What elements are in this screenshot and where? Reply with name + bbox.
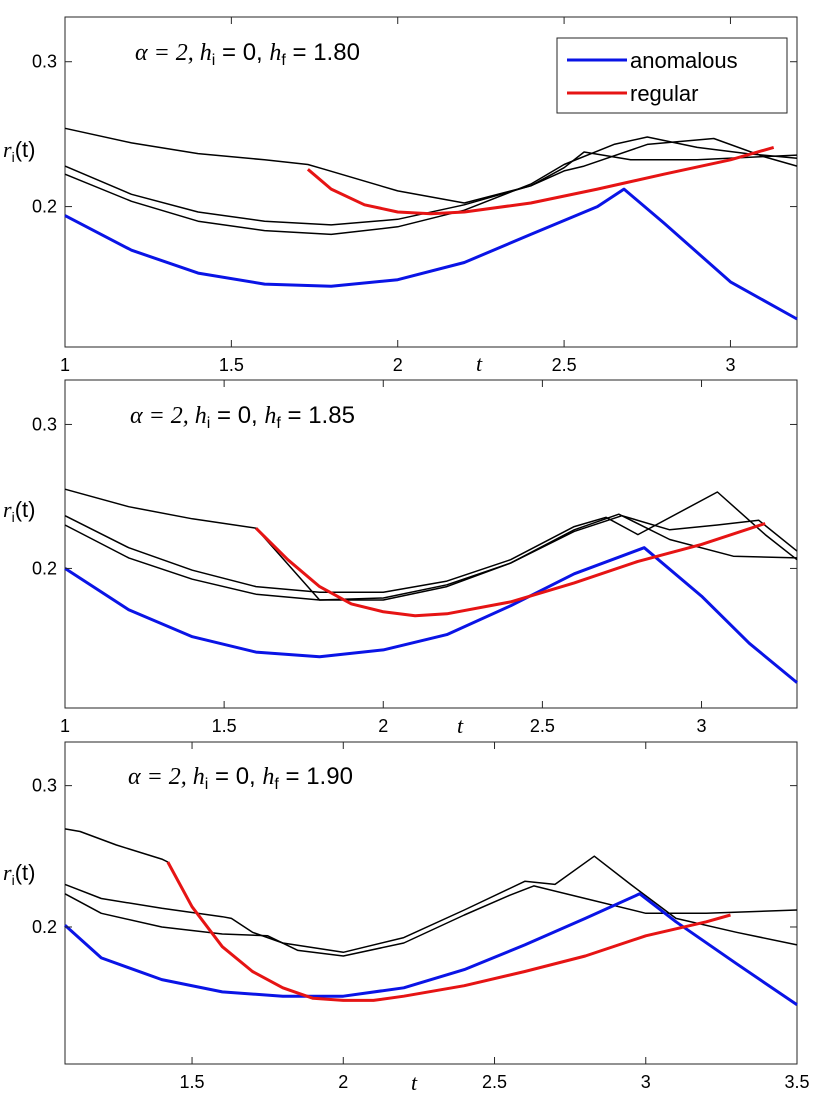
panel-2-series [64, 488, 798, 684]
panel-2-xtick-label: 2 [378, 716, 388, 736]
panel-1-title: α = 2, hi = 0, hf = 1.80 [135, 39, 360, 69]
panel-3-xtick-label: 3.5 [784, 1072, 809, 1092]
panel-1-ylabel: ri(t) [3, 137, 35, 165]
panel-2-plot-area [64, 379, 798, 709]
panel-2-line-anomalous [64, 546, 798, 684]
panel-3-line-anomalous [63, 892, 798, 1007]
panel-1-line-black-middle [64, 137, 798, 226]
legend-label-anomalous: anomalous [630, 48, 738, 73]
panel-1-line-black-lower [64, 136, 798, 236]
panel-1-plot-area [64, 16, 798, 348]
panel-3-line-black-second [64, 855, 798, 954]
panel-1-xtick-label: 2 [393, 355, 403, 375]
panel-3-xtick-label: 3 [641, 1072, 651, 1092]
panel-3-plot-area [64, 741, 798, 1065]
panel-1-line-black-top [64, 127, 798, 204]
panel-3-line-regular [166, 861, 731, 1002]
panel-1-xtick-label: 1 [60, 355, 70, 375]
panel-2-line-black-top [64, 488, 798, 601]
panel-1-ytick-label: 0.2 [32, 197, 57, 217]
panel-2-ytick-label: 0.2 [32, 558, 57, 578]
panel-3-ytick-label: 0.2 [32, 917, 57, 937]
panel-2-line-black-lower [64, 514, 798, 601]
panel-1-xlabel: t [476, 351, 483, 376]
panel-3-series [63, 828, 798, 1007]
panel-3-yticks: 0.2 0.3 [32, 776, 797, 937]
panel-3-xtick-label: 1.5 [180, 1072, 205, 1092]
panel-2: 1 1.5 2 2.5 3 0.2 0.3 α = 2, hi = 0, hf = 1.8… [3, 379, 798, 738]
panel-2-ytick-label: 0.3 [32, 414, 57, 434]
panel-3-ylabel: ri(t) [3, 860, 35, 888]
panel-3-title: α = 2, hi = 0, hf = 1.90 [128, 763, 353, 793]
panel-3-ytick-label: 0.3 [32, 776, 57, 796]
panel-1-xtick-label: 1.5 [219, 355, 244, 375]
panel-2-xtick-label: 3 [697, 716, 707, 736]
panel-1-line-anomalous [64, 187, 798, 321]
panel-3-xlabel: t [411, 1070, 418, 1095]
panel-3-line-black-third [64, 885, 798, 957]
legend-label-regular: regular [630, 81, 698, 106]
panel-2-xticks: 1 1.5 2 2.5 3 [60, 380, 707, 736]
panel-1-xtick-label: 3 [725, 355, 735, 375]
panel-2-xtick-label: 2.5 [530, 716, 555, 736]
panel-1-yticks: 0.2 0.3 [32, 52, 797, 217]
panel-1-ytick-label: 0.3 [32, 52, 57, 72]
panel-2-xtick-label: 1.5 [212, 716, 237, 736]
legend: anomalous regular [556, 37, 788, 114]
panel-2-yticks: 0.2 0.3 [32, 414, 797, 578]
panel-1: 1 1.5 2 2.5 3 0.2 0.3 α = 2, hi = 0, hf = 1.8… [3, 16, 798, 376]
panel-2-xlabel: t [457, 713, 464, 738]
legend-box [556, 37, 788, 114]
panel-2-title: α = 2, hi = 0, hf = 1.85 [130, 402, 355, 432]
panel-1-series [64, 127, 798, 321]
panel-1-line-regular [306, 145, 775, 216]
panel-1-xticks: 1 1.5 2 2.5 3 [60, 17, 735, 375]
panel-3-xtick-label: 2.5 [482, 1072, 507, 1092]
panel-3-xticks: 1.5 2 2.5 3 3.5 [180, 742, 810, 1092]
panel-2-ylabel: ri(t) [3, 497, 35, 525]
panel-2-xtick-label: 1 [60, 716, 70, 736]
panel-3: 1.5 2 2.5 3 3.5 0.2 0.3 α = 2, hi = 0, hf = 1… [3, 741, 810, 1095]
panel-3-xtick-label: 2 [338, 1072, 348, 1092]
panel-2-line-black-middle [64, 491, 798, 594]
panel-3-line-black-top [64, 828, 169, 863]
panel-1-xtick-label: 2.5 [552, 355, 577, 375]
panel-2-line-regular [254, 522, 766, 618]
